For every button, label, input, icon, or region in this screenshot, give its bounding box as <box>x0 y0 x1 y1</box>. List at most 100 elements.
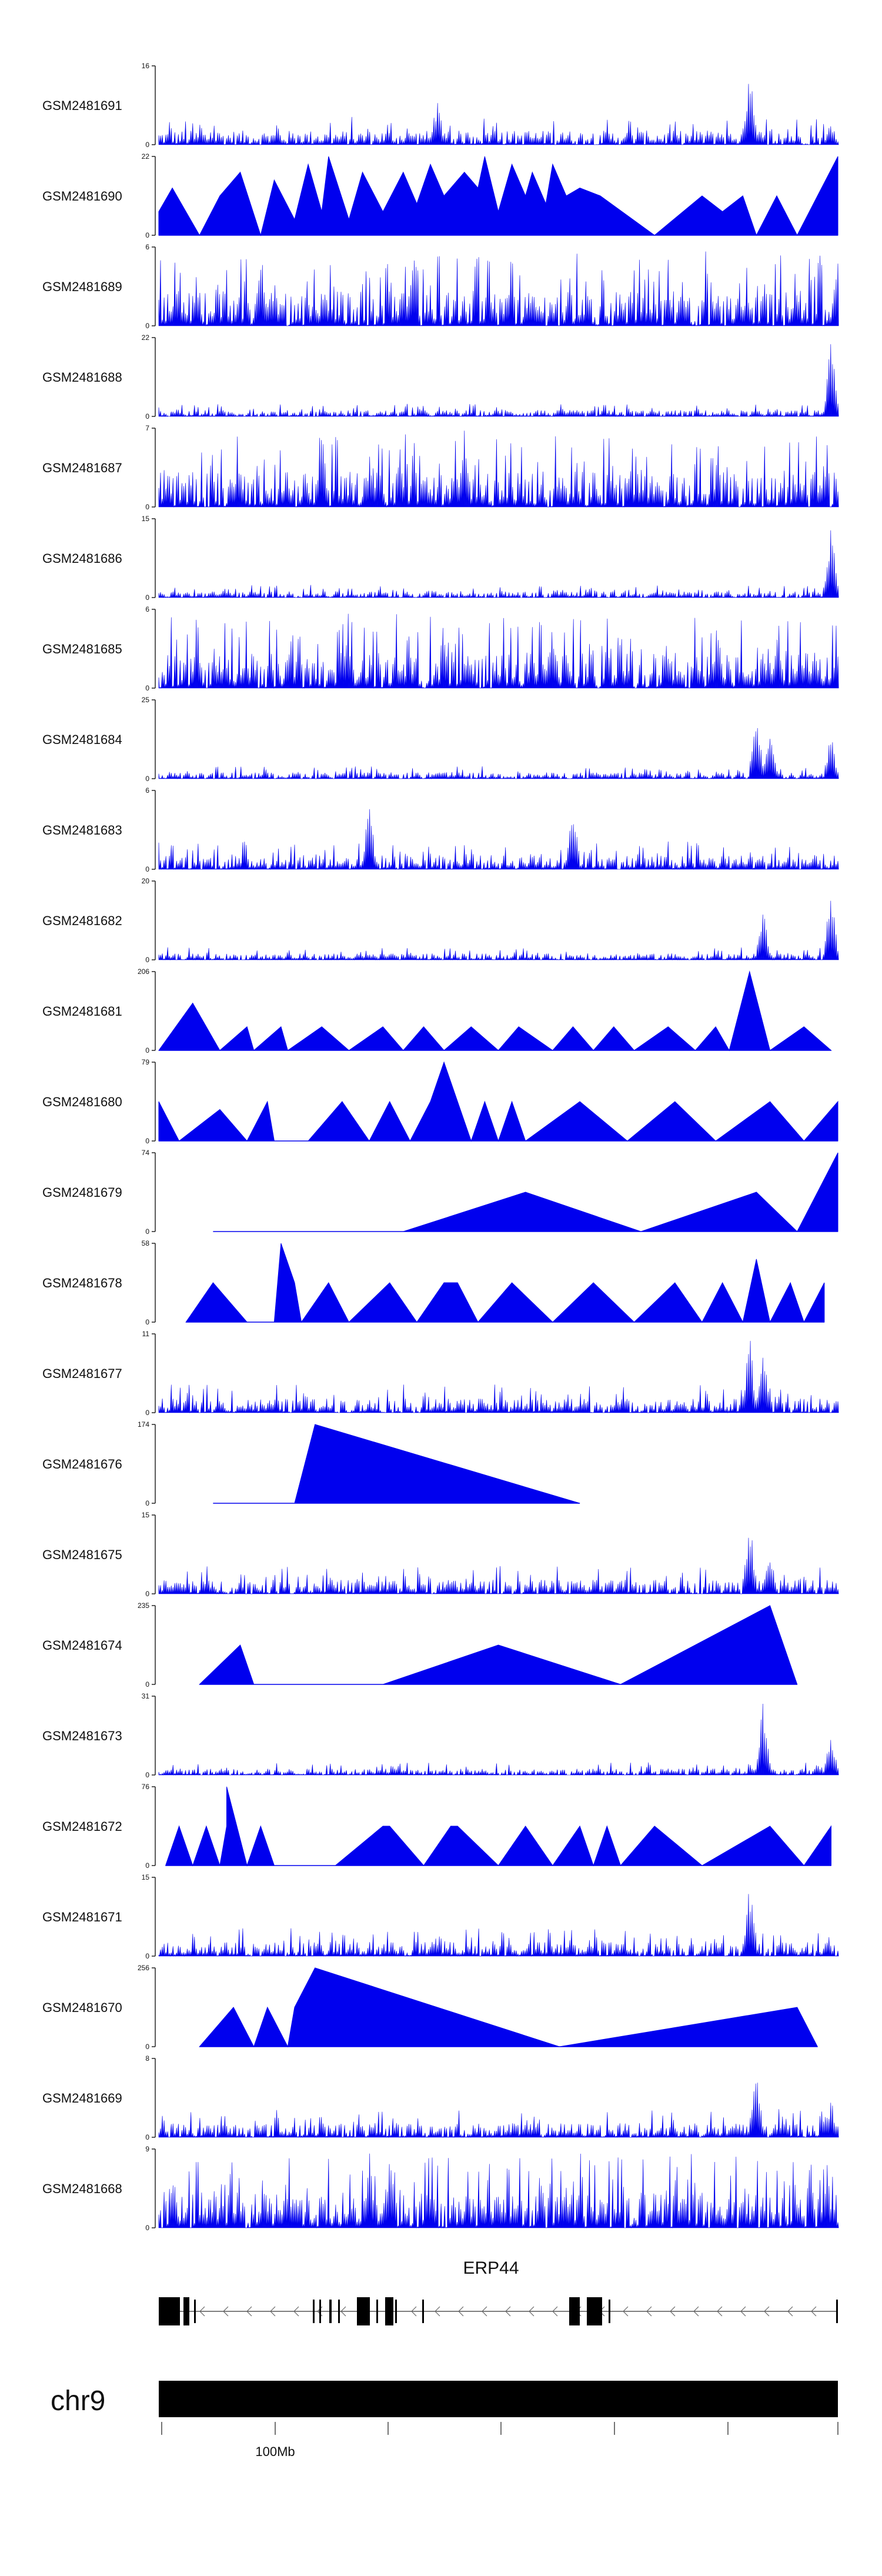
signal-area <box>213 1152 838 1232</box>
y-zero-label: 0 <box>145 1409 149 1417</box>
signal-area <box>158 1340 839 1414</box>
strand-chevron <box>646 2306 652 2317</box>
track-gsm2481688: 22 0 GSM2481688 <box>42 333 839 421</box>
signal-area <box>185 1243 825 1323</box>
exon-block <box>357 2297 370 2325</box>
track-label: GSM2481672 <box>42 1819 122 1834</box>
y-zero-label: 0 <box>145 1137 149 1145</box>
track-label: GSM2481676 <box>42 1457 122 1471</box>
y-zero-label: 0 <box>145 956 149 964</box>
y-zero-label: 0 <box>145 593 149 602</box>
y-max-label: 6 <box>145 786 149 795</box>
track-label: GSM2481671 <box>42 1910 122 1924</box>
track-gsm2481672: 76 0 GSM2481672 <box>42 1783 831 1870</box>
signal-area <box>158 84 839 146</box>
gene-name: ERP44 <box>463 2258 519 2278</box>
strand-chevron <box>340 2306 346 2317</box>
strand-chevron <box>505 2306 511 2317</box>
y-zero-label: 0 <box>145 322 149 330</box>
y-max-label: 7 <box>145 424 149 432</box>
signal-area <box>158 2083 839 2138</box>
signal-area <box>199 1605 798 1685</box>
signal-area <box>158 530 839 599</box>
signal-area <box>158 613 839 689</box>
y-zero-label: 0 <box>145 1499 149 1507</box>
track-gsm2481682: 20 0 GSM2481682 <box>42 877 839 964</box>
y-max-label: 206 <box>138 967 149 976</box>
track-gsm2481680: 79 0 GSM2481680 <box>42 1058 838 1145</box>
y-max-label: 31 <box>142 1692 150 1700</box>
y-max-label: 76 <box>142 1783 150 1791</box>
track-gsm2481669: 8 0 GSM2481669 <box>42 2054 839 2141</box>
strand-chevron <box>670 2306 676 2317</box>
y-zero-label: 0 <box>145 412 149 421</box>
strand-chevron <box>693 2306 699 2317</box>
signal-area <box>158 1703 839 1776</box>
y-max-label: 15 <box>142 1511 150 1519</box>
y-max-label: 9 <box>145 2145 149 2153</box>
y-zero-label: 0 <box>145 1046 149 1055</box>
strand-chevron <box>623 2306 629 2317</box>
track-gsm2481676: 174 0 GSM2481676 <box>42 1420 580 1507</box>
strand-chevron <box>552 2306 558 2317</box>
track-gsm2481673: 31 0 GSM2481673 <box>42 1692 839 1779</box>
gene-track: ERP44 <box>159 2258 838 2325</box>
exon-block <box>609 2300 610 2323</box>
track-gsm2481674: 235 0 GSM2481674 <box>42 1601 798 1689</box>
signal-area <box>158 156 838 236</box>
strand-chevron <box>411 2306 417 2317</box>
signal-area <box>158 1894 839 1957</box>
track-label: GSM2481675 <box>42 1547 122 1562</box>
ruler-label: 100Mb <box>255 2444 295 2459</box>
track-gsm2481690: 22 0 GSM2481690 <box>42 152 838 239</box>
track-gsm2481670: 256 0 GSM2481670 <box>42 1964 818 2051</box>
track-label: GSM2481674 <box>42 1638 122 1653</box>
y-zero-label: 0 <box>145 503 149 511</box>
y-max-label: 16 <box>142 62 150 70</box>
track-label: GSM2481678 <box>42 1276 122 1290</box>
track-label: GSM2481687 <box>42 461 122 475</box>
y-zero-label: 0 <box>145 684 149 692</box>
signal-area <box>158 431 839 508</box>
y-zero-label: 0 <box>145 865 149 873</box>
track-label: GSM2481684 <box>42 732 122 747</box>
y-max-label: 74 <box>142 1149 150 1157</box>
track-label: GSM2481673 <box>42 1729 122 1743</box>
strand-chevron <box>293 2306 299 2317</box>
y-max-label: 8 <box>145 2054 149 2063</box>
y-zero-label: 0 <box>145 1771 149 1779</box>
signal-tracks: 16 0 GSM2481691 22 0 GSM2481690 6 0 GSM2481689 22… <box>42 62 839 2232</box>
exon-block <box>159 2297 180 2325</box>
track-label: GSM2481689 <box>42 279 122 294</box>
strand-chevron <box>482 2306 487 2317</box>
track-label: GSM2481688 <box>42 370 122 385</box>
signal-area <box>158 970 832 1052</box>
track-gsm2481689: 6 0 GSM2481689 <box>42 243 839 330</box>
y-max-label: 15 <box>142 515 150 523</box>
exon-block <box>329 2300 332 2323</box>
track-label: GSM2481680 <box>42 1095 122 1109</box>
y-max-label: 6 <box>145 605 149 613</box>
exon-block <box>836 2300 838 2323</box>
y-zero-label: 0 <box>145 775 149 783</box>
exon-block <box>385 2297 393 2325</box>
signal-area <box>158 251 839 327</box>
chromosome-name: chr9 <box>51 2385 105 2417</box>
strand-chevron <box>529 2306 534 2317</box>
track-gsm2481677: 11 0 GSM2481677 <box>42 1330 839 1417</box>
y-zero-label: 0 <box>145 1227 149 1236</box>
track-label: GSM2481677 <box>42 1366 122 1381</box>
signal-area <box>165 1786 831 1867</box>
track-label: GSM2481690 <box>42 189 122 203</box>
y-max-label: 256 <box>138 1964 149 1972</box>
track-gsm2481668: 9 0 GSM2481668 <box>42 2145 839 2232</box>
signal-area <box>158 1537 839 1595</box>
y-zero-label: 0 <box>145 1318 149 1326</box>
track-label: GSM2481691 <box>42 98 122 113</box>
track-label: GSM2481686 <box>42 551 122 566</box>
signal-area <box>158 809 839 870</box>
chromosome-track: chr9 100Mb <box>51 2381 838 2459</box>
track-gsm2481684: 25 0 GSM2481684 <box>42 696 839 783</box>
track-label: GSM2481685 <box>42 642 122 656</box>
